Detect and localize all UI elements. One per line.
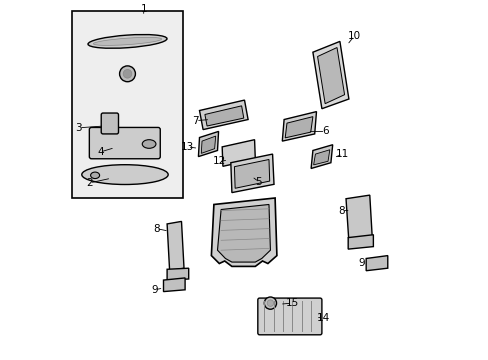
- Text: 10: 10: [347, 31, 360, 41]
- Bar: [72, 11, 183, 198]
- Polygon shape: [167, 268, 188, 280]
- Text: 9: 9: [357, 258, 364, 268]
- Circle shape: [123, 69, 132, 78]
- Polygon shape: [347, 235, 373, 249]
- Polygon shape: [285, 117, 312, 138]
- Polygon shape: [198, 131, 218, 157]
- Polygon shape: [310, 145, 332, 168]
- Polygon shape: [346, 195, 371, 242]
- Polygon shape: [230, 154, 273, 193]
- Ellipse shape: [142, 140, 156, 148]
- Text: 4: 4: [97, 147, 103, 157]
- Text: 15: 15: [285, 298, 298, 308]
- Text: 5: 5: [255, 177, 262, 187]
- Polygon shape: [282, 112, 316, 141]
- Polygon shape: [234, 159, 269, 188]
- Text: 9: 9: [151, 285, 158, 295]
- FancyBboxPatch shape: [101, 113, 118, 134]
- Polygon shape: [317, 48, 344, 104]
- Polygon shape: [167, 221, 183, 271]
- Ellipse shape: [88, 35, 167, 48]
- Text: 1: 1: [140, 4, 147, 14]
- Text: 11: 11: [335, 149, 349, 159]
- Polygon shape: [163, 278, 185, 292]
- Polygon shape: [366, 256, 387, 271]
- FancyBboxPatch shape: [257, 298, 321, 335]
- Circle shape: [264, 297, 276, 309]
- Polygon shape: [222, 140, 255, 166]
- Text: 14: 14: [316, 312, 329, 323]
- Text: 6: 6: [322, 126, 328, 136]
- Text: 12: 12: [212, 156, 225, 166]
- Polygon shape: [313, 150, 329, 165]
- Circle shape: [120, 66, 135, 82]
- Ellipse shape: [81, 165, 168, 184]
- FancyBboxPatch shape: [89, 127, 160, 159]
- Text: 13: 13: [181, 142, 194, 152]
- Polygon shape: [204, 106, 244, 126]
- Polygon shape: [211, 198, 276, 266]
- Text: 7: 7: [192, 116, 199, 126]
- Polygon shape: [201, 136, 215, 153]
- Text: 8: 8: [153, 224, 159, 234]
- Polygon shape: [312, 41, 348, 109]
- Polygon shape: [217, 204, 270, 262]
- Circle shape: [266, 300, 273, 306]
- Ellipse shape: [93, 37, 162, 45]
- Text: 3: 3: [76, 123, 82, 133]
- Text: 8: 8: [338, 206, 345, 216]
- Text: 2: 2: [86, 178, 93, 188]
- Polygon shape: [199, 100, 247, 130]
- Ellipse shape: [90, 172, 100, 179]
